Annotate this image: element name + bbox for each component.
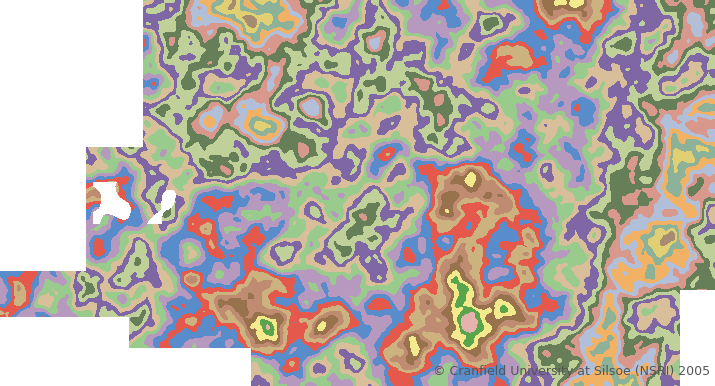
Text: © Cranfield University at Silsoe (NSRI) 2005: © Cranfield University at Silsoe (NSRI) …: [433, 365, 710, 378]
